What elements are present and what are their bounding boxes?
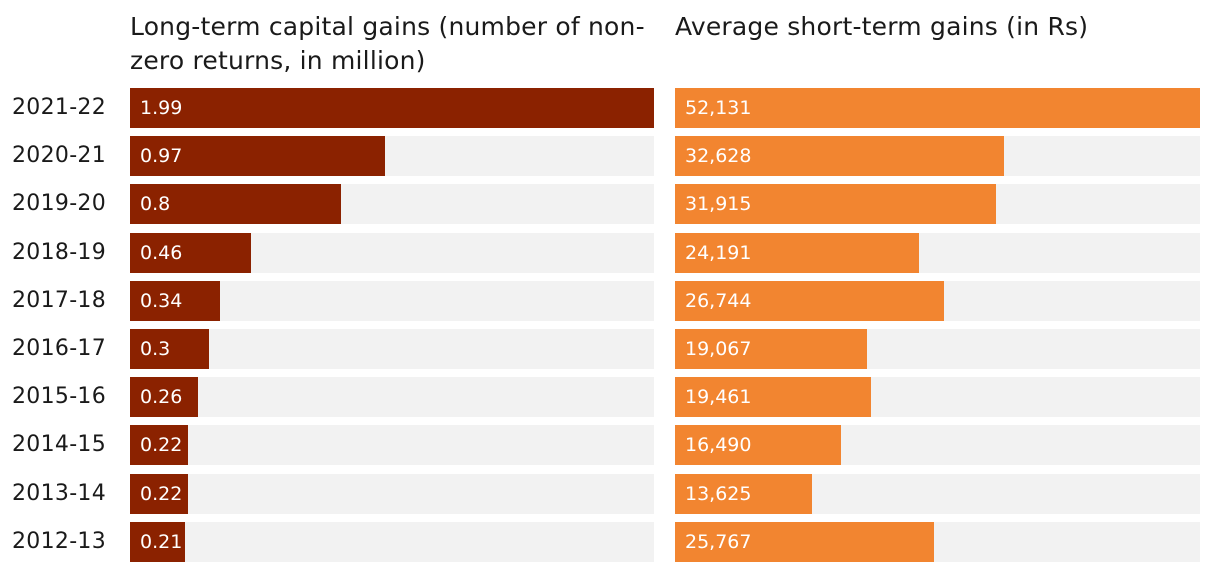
short-term-track: 31,915 [675, 184, 1200, 225]
short-term-bar [675, 88, 1200, 128]
long-term-bar [130, 136, 386, 177]
long-term-track: 0.22 [130, 425, 654, 466]
long-term-track: 0.97 [130, 136, 654, 177]
long-term-bar [130, 280, 220, 321]
short-term-track: 13,625 [675, 473, 1200, 514]
long-term-track: 0.21 [130, 521, 654, 562]
short-term-track: 24,191 [675, 232, 1200, 273]
long-term-track: 0.3 [130, 329, 654, 369]
long-term-bar [130, 329, 209, 369]
value-label: 0.21 [140, 530, 183, 553]
short-term-bar [675, 184, 997, 225]
short-term-bar [675, 377, 871, 418]
short-term-bar [675, 473, 813, 514]
left-panel-title: Long-term capital gains (number of non-z… [130, 12, 645, 75]
category-label: 2013-14 [12, 480, 107, 506]
category-label: 2017-18 [12, 287, 107, 313]
category-label: 2016-17 [12, 336, 107, 361]
value-label: 19,461 [685, 386, 752, 409]
value-label: 0.22 [140, 482, 183, 505]
value-label: 19,067 [685, 338, 752, 360]
long-term-track: 0.26 [130, 377, 654, 418]
value-label: 0.8 [140, 193, 171, 216]
long-term-track: 1.99 [130, 88, 654, 128]
long-term-track: 0.34 [130, 280, 654, 321]
long-term-bar [130, 232, 252, 273]
short-term-track: 26,744 [675, 280, 1200, 321]
category-label: 2012-13 [12, 528, 107, 554]
category-label: 2020-21 [12, 143, 107, 169]
category-label: 2015-16 [12, 384, 107, 410]
category-label: 2014-15 [12, 432, 107, 458]
value-label: 31,915 [685, 193, 752, 216]
right-panel-title: Average short-term gains (in Rs) [675, 12, 1089, 41]
short-term-track: 19,461 [675, 377, 1200, 418]
short-term-track: 25,767 [675, 521, 1200, 562]
long-term-track: 0.8 [130, 184, 654, 225]
short-term-track: 32,628 [675, 136, 1200, 177]
short-term-track: 52,131 [675, 88, 1200, 128]
category-label: 2018-19 [12, 239, 107, 265]
value-label: 25,767 [685, 530, 752, 553]
category-label: 2019-20 [12, 191, 107, 217]
long-term-bar [130, 88, 654, 128]
value-label: 0.97 [140, 145, 183, 168]
value-label: 13,625 [685, 482, 752, 505]
short-term-bar [675, 136, 1004, 177]
short-term-track: 16,490 [675, 425, 1200, 466]
short-term-bar [675, 232, 919, 273]
long-term-bar [130, 521, 186, 562]
value-label: 16,490 [685, 434, 752, 457]
long-term-bar [130, 377, 199, 418]
value-label: 32,628 [685, 145, 752, 168]
value-label: 0.3 [140, 338, 171, 360]
long-term-track: 0.22 [130, 473, 654, 514]
long-term-bar [130, 425, 188, 466]
short-term-bar [675, 425, 842, 466]
long-term-bar [130, 473, 188, 514]
value-label: 0.46 [140, 241, 183, 264]
short-term-bar [675, 280, 945, 321]
value-label: 0.22 [140, 434, 183, 457]
long-term-track: 0.46 [130, 232, 654, 273]
long-term-bar [130, 184, 341, 225]
value-label: 1.99 [140, 97, 183, 119]
short-term-bar [675, 329, 868, 369]
category-label: 2021-22 [12, 95, 107, 120]
value-label: 0.34 [140, 289, 183, 312]
value-label: 52,131 [685, 97, 752, 119]
short-term-track: 19,067 [675, 329, 1200, 369]
short-term-bar [675, 521, 935, 562]
value-label: 24,191 [685, 241, 752, 264]
value-label: 0.26 [140, 386, 183, 409]
value-label: 26,744 [685, 289, 752, 312]
